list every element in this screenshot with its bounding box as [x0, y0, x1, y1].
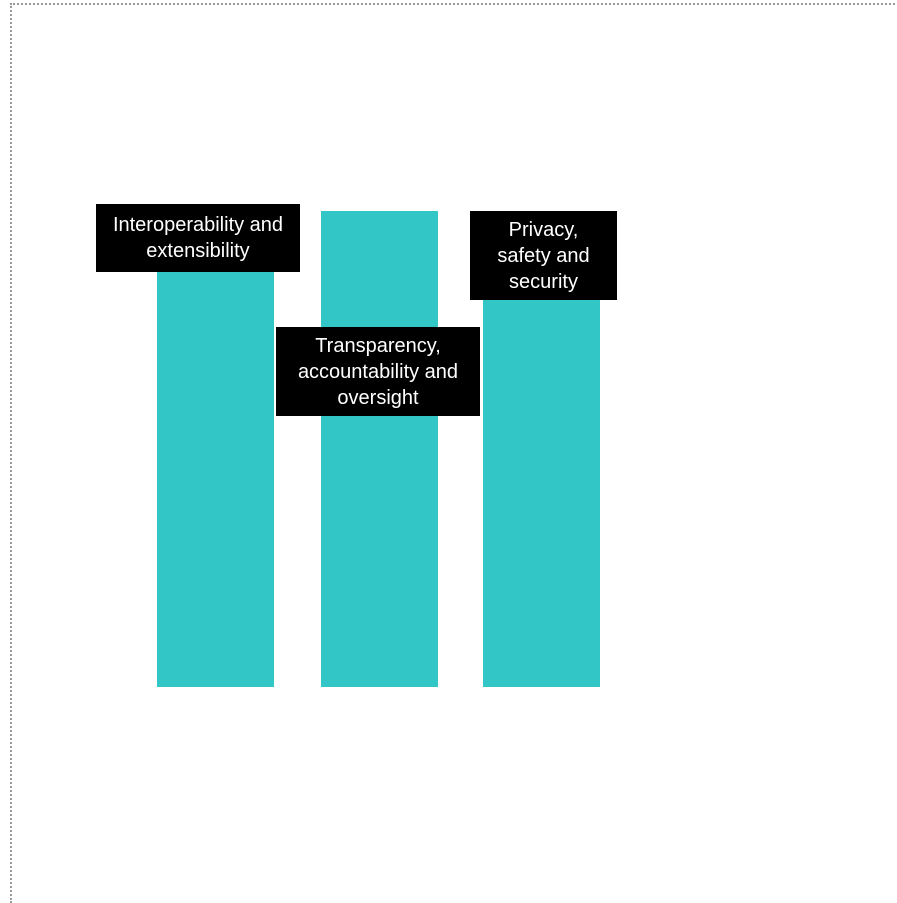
pillar-transparency — [321, 211, 438, 687]
pillar-interoperability — [157, 260, 274, 687]
slide-frame — [10, 3, 897, 903]
pillar-label-interoperability: Interoperability and extensibility — [96, 204, 300, 272]
pillar-label-privacy: Privacy, safety and security — [470, 211, 617, 300]
pillar-label-transparency: Transparency, accountability and oversig… — [276, 327, 480, 416]
pillar-privacy — [483, 291, 600, 687]
